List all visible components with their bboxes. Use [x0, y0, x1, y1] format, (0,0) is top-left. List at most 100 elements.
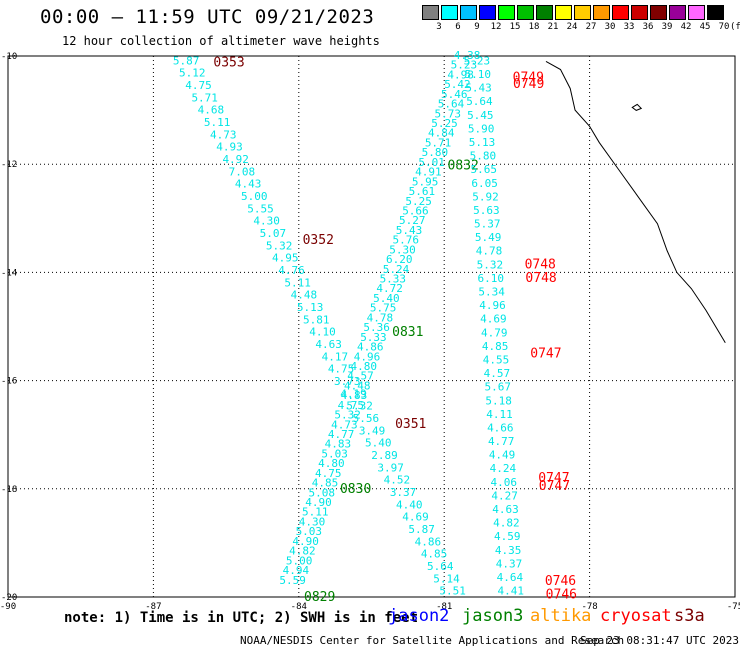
wave-height-value: 4.75: [328, 363, 355, 376]
time-label: 0748: [525, 257, 556, 272]
wave-height-value: 4.85: [312, 477, 339, 490]
wave-height-value: 5.45: [467, 109, 494, 122]
legend-s3a: s3a: [674, 606, 705, 626]
wave-height-value: 4.91: [415, 166, 442, 179]
scale-label: 39: [661, 22, 673, 32]
wave-height-value: 7.08: [229, 165, 256, 178]
lat-label: -20: [1, 593, 17, 603]
wave-height-value: 4.38: [454, 49, 481, 62]
wave-height-value: 5.43: [465, 82, 492, 95]
scale-swatch: [688, 5, 705, 20]
wave-height-value: 5.65: [471, 163, 498, 176]
wave-height-value: 3.37: [390, 486, 417, 499]
wave-height-value: 4.17: [322, 350, 349, 363]
map-title: 00:00 — 11:59 UTC 09/21/2023: [40, 6, 375, 28]
wave-height-value: 3.49: [359, 424, 386, 437]
map-frame: [7, 55, 736, 598]
scale-swatch: [517, 5, 534, 20]
time-label: 0832: [448, 158, 479, 173]
scale-label: 33: [623, 22, 635, 32]
wave-height-value: 5.11: [302, 506, 329, 519]
wave-height-value: 4.69: [480, 313, 507, 326]
wave-height-value: 4.76: [278, 264, 305, 277]
wave-height-value: 4.72: [376, 282, 403, 295]
time-label: 0747: [539, 479, 570, 494]
wave-height-value: 5.07: [260, 227, 287, 240]
wave-height-value: 5.90: [468, 122, 495, 135]
time-label: 0747: [530, 347, 561, 362]
wave-height-value: 4.80: [350, 360, 377, 373]
wave-height-value: 4.35: [495, 544, 521, 557]
wave-height-value: 4.85: [482, 340, 509, 353]
wave-height-value: 5.73: [435, 107, 462, 120]
wave-height-value: 4.57: [347, 370, 374, 383]
wave-height-value: 5.71: [425, 136, 452, 149]
wave-height-value: 4.78: [367, 311, 394, 324]
wave-height-value: 4.79: [481, 326, 508, 339]
wave-height-value: 5.92: [472, 190, 499, 203]
wave-height-value: 4.11: [486, 408, 513, 421]
scale-label: 36: [642, 22, 654, 32]
wave-height-value: 5.01: [418, 156, 445, 169]
scale-swatch: [479, 5, 496, 20]
wave-height-value: 5.64: [427, 560, 454, 573]
lat-label: -10: [1, 52, 17, 62]
wave-height-value: 5.03: [296, 525, 323, 538]
timestamp-text: Sep 23 08:31:47 UTC 2023: [580, 634, 739, 647]
scale-label: 15: [509, 22, 521, 32]
wave-height-value: 5.36: [363, 321, 390, 334]
lon-label: -75: [727, 602, 740, 612]
wave-height-value: 4.64: [497, 571, 524, 584]
wave-height-value: 5.34: [478, 286, 505, 299]
wave-height-value: 5.32: [346, 400, 373, 413]
wave-height-value: 5.33: [380, 273, 407, 286]
time-label: 0749: [513, 77, 544, 92]
wave-height-value: 2.89: [371, 449, 398, 462]
scale-label: 6: [455, 22, 461, 32]
scale-swatch: [707, 5, 724, 20]
wave-height-value: 5.55: [247, 202, 274, 215]
wave-height-value: 5.80: [470, 150, 497, 163]
wave-height-value: 4.40: [396, 498, 423, 511]
scale-label: 12: [490, 22, 502, 32]
scale-swatch: [460, 5, 477, 20]
wave-height-value: 4.73: [331, 418, 358, 431]
scale-swatch: [612, 5, 629, 20]
wave-height-value: 4.41: [498, 585, 524, 598]
scale-swatch: [555, 5, 572, 20]
scale-label: 30: [604, 22, 616, 32]
note-text: note: 1) Time is in UTC; 2) SWH is in fe…: [64, 610, 419, 626]
wave-height-value: 4.63: [315, 338, 342, 351]
wave-height-value: 5.10: [464, 68, 491, 81]
wave-height-value: 4.86: [415, 535, 442, 548]
time-label: 0351: [395, 417, 426, 432]
time-label: 0352: [303, 233, 334, 248]
time-label: 0353: [213, 55, 244, 70]
wave-height-value: 4.92: [222, 153, 249, 166]
wave-height-value: 5.76: [393, 234, 420, 247]
wave-height-value: 4.98: [447, 68, 474, 81]
wave-height-value: 4.85: [421, 548, 448, 561]
wave-height-value: 4.77: [328, 428, 355, 441]
lon-label: -78: [581, 602, 597, 612]
wave-height-value: 6.10: [478, 272, 505, 285]
wave-height-value: 4.59: [494, 530, 521, 543]
wave-height-value: 5.87: [408, 523, 435, 536]
wave-height-value: 3.73: [334, 375, 361, 388]
wave-height-value: 4.93: [216, 141, 243, 154]
scale-swatch: [422, 5, 439, 20]
wave-height-value: 4.83: [325, 438, 352, 451]
wave-height-value: 4.52: [384, 474, 411, 487]
lat-label: -18: [1, 485, 17, 495]
legend-jason3: jason3: [462, 606, 524, 626]
wave-height-value: 4.27: [491, 489, 518, 502]
wave-height-value: 5.27: [399, 214, 426, 227]
wave-height-value: 5.12: [179, 67, 206, 80]
scale-label: 9: [474, 22, 480, 32]
wave-height-value: 5.49: [475, 231, 502, 244]
wave-height-value: 4.80: [318, 457, 345, 470]
wave-height-value: 5.67: [484, 381, 511, 394]
scale-label: 42: [680, 22, 692, 32]
wave-height-value: 4.49: [489, 449, 516, 462]
wave-height-value: 5.11: [284, 276, 311, 289]
